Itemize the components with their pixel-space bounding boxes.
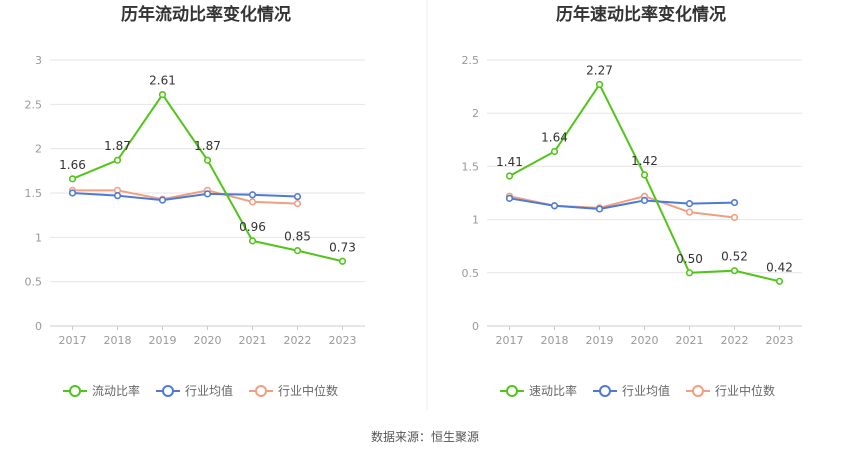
data-point — [158, 90, 167, 99]
x-tick-label: 2019 — [149, 334, 177, 347]
data-point — [640, 171, 649, 179]
data-point — [505, 172, 514, 180]
data-point — [730, 213, 739, 222]
data-point — [685, 208, 694, 216]
data-label: 0.73 — [329, 240, 356, 254]
chart-title: 历年速动比率变化情况 — [556, 4, 726, 25]
legend-label: 行业均值 — [185, 383, 233, 398]
x-tick-label: 2017 — [496, 334, 524, 347]
data-label: 0.85 — [284, 230, 311, 244]
series-line-2 — [72, 192, 298, 202]
data-point — [338, 257, 347, 265]
y-tick-label: 2.5 — [462, 54, 480, 67]
data-point — [550, 202, 559, 210]
y-tick-label: 0 — [35, 320, 42, 333]
series-line-3 — [509, 195, 735, 219]
data-label: 1.66 — [59, 158, 86, 172]
data-label: 1.64 — [541, 131, 568, 145]
x-tick-label: 2018 — [104, 334, 132, 347]
x-tick-label: 2021 — [676, 334, 704, 347]
data-point — [775, 277, 784, 285]
data-point — [248, 198, 257, 206]
legend-label: 流动比率 — [92, 383, 140, 398]
data-point — [248, 237, 257, 245]
data-label: 0.96 — [239, 220, 266, 234]
data-point — [685, 200, 694, 208]
data-label: 0.42 — [766, 260, 793, 274]
x-tick-label: 2022 — [721, 334, 749, 347]
legend-item-1: 流动比率 — [63, 383, 140, 398]
y-tick-label: 0.5 — [25, 276, 43, 289]
x-tick-label: 2018 — [541, 334, 569, 347]
x-tick-label: 2020 — [194, 334, 222, 347]
y-tick-label: 1.5 — [25, 187, 43, 200]
data-label: 0.52 — [721, 250, 748, 264]
legend-item-3: 行业中位数 — [249, 383, 338, 398]
x-tick-label: 2019 — [586, 334, 614, 347]
data-point — [595, 80, 604, 89]
data-point — [293, 247, 302, 255]
data-point — [68, 175, 77, 183]
data-point — [248, 191, 257, 199]
data-label: 1.42 — [631, 154, 658, 168]
legend-label: 速动比率 — [529, 383, 577, 398]
y-tick-label: 2.5 — [25, 98, 43, 111]
data-label: 1.41 — [496, 155, 523, 169]
data-label: 0.50 — [676, 252, 703, 266]
y-tick-label: 0 — [472, 320, 479, 333]
data-label: 2.27 — [586, 63, 613, 77]
series-line-2 — [509, 197, 735, 210]
legend-marker — [255, 385, 267, 397]
data-point — [550, 147, 559, 156]
data-point — [685, 269, 694, 277]
legend-marker — [506, 385, 518, 397]
data-label: 2.61 — [149, 74, 176, 88]
data-point — [293, 200, 302, 208]
legend-label: 行业中位数 — [278, 383, 338, 398]
y-tick-label: 1.5 — [462, 160, 480, 173]
chart-panel-2: 历年速动比率变化情况 0 0.5 1 1.5 2 2.5 2017 2018 2019 2020 20… — [462, 4, 802, 398]
y-tick-label: 1 — [35, 231, 42, 244]
y-tick-label: 2 — [472, 107, 479, 120]
data-point — [293, 192, 302, 201]
chart-panel-1: 历年流动比率变化情况 0 0.5 1 1.5 2 2.5 3 2017 2018 2019 2020 2… — [25, 4, 365, 398]
legend-item-1: 速动比率 — [500, 383, 577, 398]
legend-label: 行业均值 — [622, 383, 670, 398]
legend-item-2: 行业均值 — [593, 383, 670, 398]
x-tick-label: 2022 — [284, 334, 312, 347]
y-tick-label: 3 — [35, 54, 42, 67]
x-tick-label: 2023 — [766, 334, 794, 347]
data-point — [158, 196, 167, 204]
chart-title: 历年流动比率变化情况 — [121, 4, 291, 25]
legend-marker — [69, 385, 81, 397]
data-point — [595, 205, 604, 213]
legend-item-2: 行业均值 — [156, 383, 233, 398]
data-point — [113, 192, 122, 200]
legend-label: 行业中位数 — [715, 383, 775, 398]
y-tick-label: 1 — [472, 214, 479, 227]
x-tick-label: 2023 — [329, 334, 357, 347]
y-tick-label: 0.5 — [462, 267, 480, 280]
data-point — [113, 156, 122, 164]
series-line-3 — [72, 189, 298, 205]
data-point — [730, 198, 739, 207]
data-point — [203, 156, 212, 164]
legend-item-3: 行业中位数 — [686, 383, 775, 398]
legend-marker — [162, 385, 174, 397]
x-tick-label: 2017 — [59, 334, 87, 347]
data-point — [730, 267, 739, 275]
data-point — [68, 189, 77, 197]
legend-marker — [692, 385, 704, 397]
data-point — [203, 190, 212, 198]
data-source-note: 数据来源：恒生聚源 — [370, 430, 479, 444]
data-point — [505, 194, 514, 202]
x-tick-label: 2020 — [631, 334, 659, 347]
data-label: 1.87 — [104, 139, 131, 153]
x-tick-label: 2021 — [239, 334, 267, 347]
data-label: 1.87 — [194, 139, 221, 153]
data-point — [640, 196, 649, 205]
y-tick-label: 2 — [35, 143, 42, 156]
legend-marker — [599, 385, 611, 397]
